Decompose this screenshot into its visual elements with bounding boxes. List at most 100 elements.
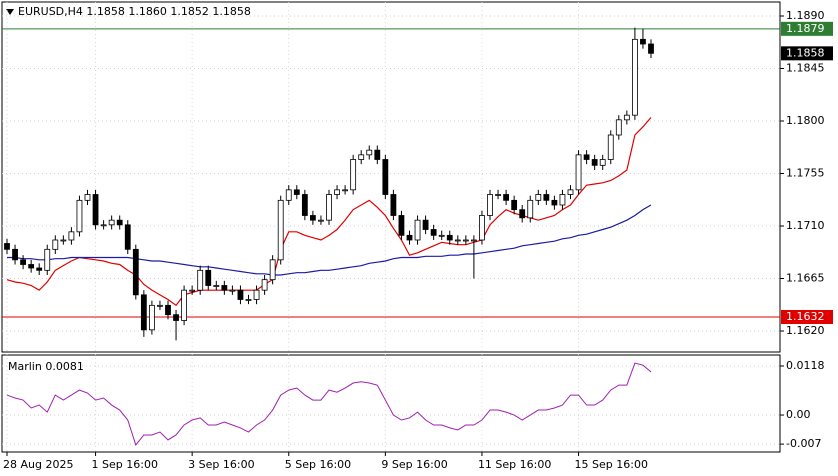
candle-body	[44, 248, 51, 271]
candle-body	[318, 219, 324, 222]
candle-body	[430, 229, 437, 236]
moving-average	[6, 117, 652, 307]
candle-body	[567, 189, 574, 195]
candle-body	[309, 215, 316, 221]
candle-body	[84, 194, 91, 201]
candle-body	[374, 149, 381, 160]
candle-body	[503, 194, 510, 201]
candle-body	[245, 299, 252, 301]
candle-body	[479, 215, 485, 241]
candle-body	[165, 304, 171, 316]
candle-body	[301, 194, 308, 216]
candle-body	[148, 304, 155, 331]
candle-body	[607, 134, 614, 160]
candle-body	[527, 199, 534, 219]
y-tick-label: 1.1665	[786, 272, 825, 285]
level-label-bg	[781, 310, 833, 324]
candle-body	[615, 119, 622, 136]
y-tick-label: 0.00	[786, 408, 811, 421]
candle-body	[366, 149, 373, 156]
y-tick-label: 1.1755	[786, 167, 825, 180]
candle-body	[108, 219, 115, 226]
candle-body	[632, 38, 638, 116]
y-tick-label: 0.0118	[786, 359, 825, 372]
candle-body	[535, 194, 542, 201]
candle-body	[52, 239, 59, 250]
y-tick-label: 1.1800	[786, 114, 825, 127]
candle-body	[92, 194, 99, 226]
level-label-bg	[781, 21, 833, 36]
candle-body	[293, 189, 300, 195]
x-tick-label: 28 Aug 2025	[3, 458, 73, 471]
candle-body	[4, 243, 10, 250]
y-tick-label: 1.1890	[786, 9, 825, 22]
candle-body	[406, 234, 413, 241]
menu-icon[interactable]	[6, 9, 14, 15]
candle-body	[20, 259, 27, 265]
candle-body	[551, 199, 558, 206]
x-tick-label: 11 Sep 16:00	[478, 458, 551, 471]
y-tick-label: 1.1620	[786, 324, 825, 337]
candle-body	[470, 239, 477, 242]
candle-body	[285, 189, 292, 201]
candle-body	[189, 289, 196, 292]
candle-body	[422, 219, 429, 230]
candle-body	[599, 159, 606, 166]
candle-body	[197, 269, 204, 291]
candle-body	[326, 194, 332, 221]
candle-body	[350, 159, 357, 191]
candle-body	[261, 279, 268, 291]
x-tick-label: 15 Sep 16:00	[575, 458, 648, 471]
level-label: 1.1632	[786, 310, 825, 323]
candle-body	[253, 289, 260, 300]
candle-body	[76, 199, 83, 233]
indicator-line	[6, 362, 652, 446]
x-tick-label: 3 Sep 16:00	[188, 458, 254, 471]
candle-body	[237, 289, 244, 300]
candle-body	[583, 154, 590, 160]
candle-body	[12, 248, 18, 261]
candle-body	[213, 285, 220, 287]
candle-body	[454, 239, 461, 242]
candle-body	[519, 209, 526, 219]
candle-body	[28, 264, 35, 269]
main-panel	[1, 1, 781, 353]
candle-body	[229, 289, 236, 292]
candle-body	[462, 239, 469, 242]
candle-body	[221, 285, 228, 291]
candle-body	[173, 314, 179, 321]
candle-body	[543, 194, 550, 201]
price-label: 1.1858	[786, 46, 825, 59]
candle-body	[575, 154, 582, 191]
candle-body	[511, 199, 518, 211]
candle-body	[446, 234, 453, 241]
x-tick-label: 5 Sep 16:00	[285, 458, 351, 471]
candle-body	[181, 289, 188, 321]
y-tick-label: 1.1845	[786, 62, 825, 75]
candle-body	[116, 219, 123, 226]
y-tick-label: -0.007	[786, 437, 821, 450]
candle-body	[559, 194, 566, 206]
candle-body	[648, 43, 654, 54]
candle-body	[591, 159, 598, 166]
candle-body	[398, 215, 405, 236]
sub-panel	[1, 354, 781, 453]
chart-title: EURUSD,H4 1.1858 1.1860 1.1852 1.1858	[18, 5, 251, 18]
y-tick-label: 1.1710	[786, 219, 825, 232]
candle-body	[205, 269, 212, 286]
candle-body	[487, 194, 493, 216]
x-tick-label: 9 Sep 16:00	[381, 458, 447, 471]
moving-average	[7, 204, 652, 276]
candle-body	[60, 239, 67, 242]
candle-body	[495, 194, 501, 196]
candle-body	[334, 189, 340, 195]
candle-body	[382, 159, 389, 195]
candle-body	[277, 199, 284, 261]
candle-body	[269, 259, 276, 281]
candle-body	[414, 219, 421, 241]
candle-body	[438, 234, 445, 237]
candle-body	[36, 267, 43, 271]
candle-body	[132, 248, 139, 296]
